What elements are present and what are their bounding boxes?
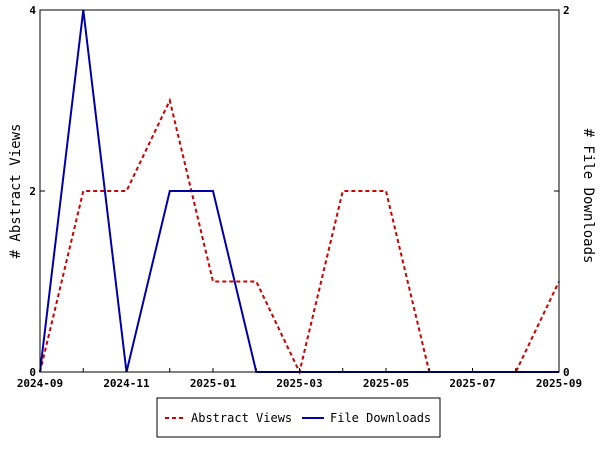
legend-box — [156, 397, 441, 438]
y2-axis-title: # File Downloads — [580, 129, 596, 264]
x-tick-label: 2025-09 — [536, 377, 582, 390]
x-tick-label: 2025-07 — [449, 377, 495, 390]
legend-label-abstract-views: Abstract Views — [191, 411, 292, 425]
y-tick-label: 0 — [29, 366, 36, 379]
x-tick-label: 2024-11 — [103, 377, 150, 390]
y-tick-label: 2 — [29, 185, 36, 198]
x-tick-label: 2025-05 — [363, 377, 409, 390]
x-tick-label: 2025-01 — [190, 377, 237, 390]
ticks: 2024-09 2024-11 2025-01 2025-03 2025-05 2025-… — [17, 4, 582, 390]
x-tick-label: 2025-03 — [276, 377, 322, 390]
y-tick-label: 4 — [29, 4, 36, 17]
y2-tick-label: 0 — [563, 366, 570, 379]
series-line-abstract-views — [39, 97, 560, 375]
x-tick-label: 2024-09 — [17, 377, 63, 390]
plot-area — [39, 9, 560, 375]
y2-tick-label: 2 — [563, 4, 570, 17]
legend: Abstract Views File Downloads — [156, 397, 441, 438]
y-axis-title: # Abstract Views — [8, 124, 24, 259]
legend-label-file-downloads: File Downloads — [330, 411, 431, 425]
